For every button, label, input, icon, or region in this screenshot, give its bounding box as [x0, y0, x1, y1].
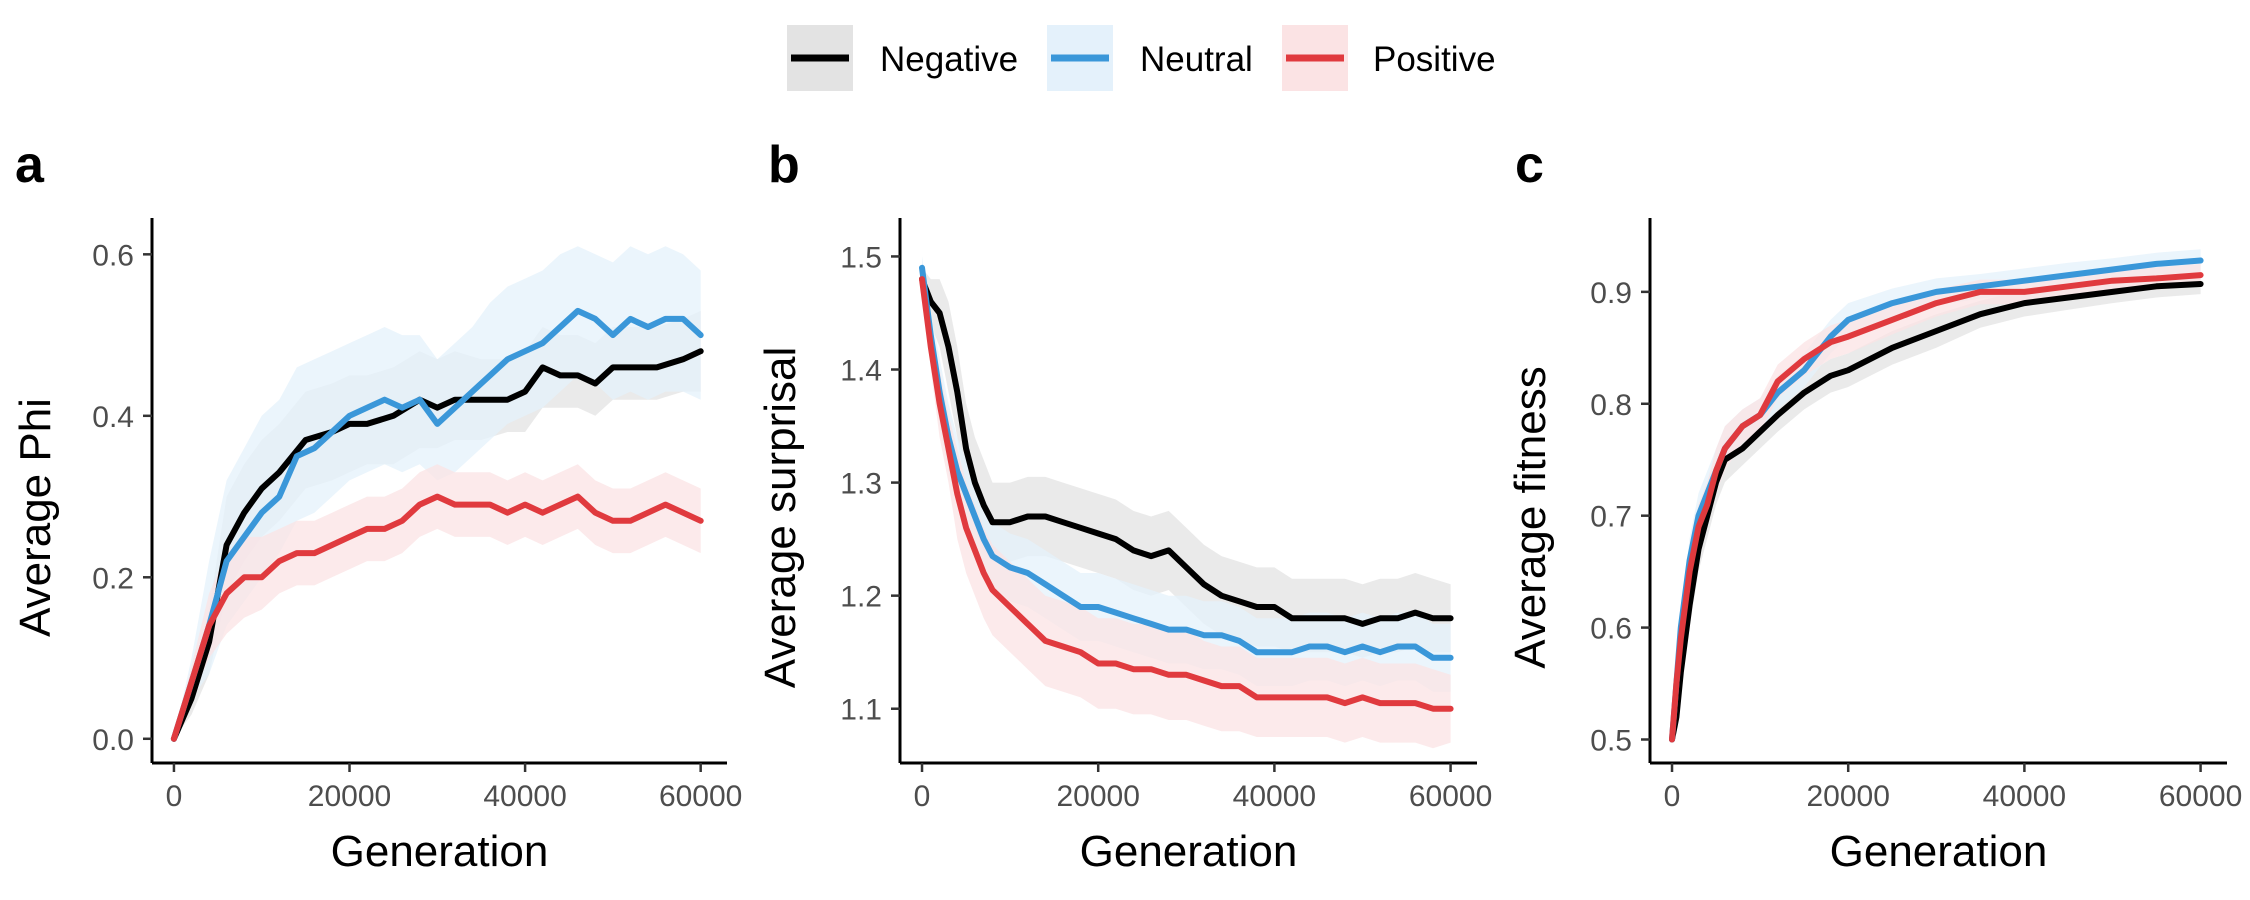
- x-tick-label-c-40000: 40000: [1983, 780, 2066, 813]
- legend-label-neutral: Neutral: [1140, 40, 1253, 79]
- x-tick-label-b-60000: 60000: [1409, 780, 1492, 813]
- line-a-positive: [170, 493, 704, 742]
- y-tick-label-b-4: 1.5: [840, 241, 882, 274]
- y-tick-label-b-0: 1.1: [840, 694, 882, 727]
- panel-b: b 0 20000 40000 60000 1.1 1.2 1.3 1.4 1.5 Generati…: [756, 136, 1492, 876]
- legend: Negative Neutral Positive: [787, 25, 1496, 91]
- panel-a: a 0 20000 40000 60000 0.0 0.2 0.4 0.6 Generation A…: [11, 136, 742, 876]
- x-tick-label-b-40000: 40000: [1233, 780, 1316, 813]
- legend-item-positive: Positive: [1282, 25, 1496, 91]
- y-tick-label-c-4: 0.9: [1590, 277, 1632, 310]
- line-b-neutral: [919, 264, 1454, 661]
- band-c-negative: [1672, 274, 2201, 740]
- line-b-negative: [919, 276, 1454, 627]
- band-b-positive: [922, 267, 1451, 749]
- y-tick-label-a-0: 0.0: [92, 724, 134, 757]
- legend-item-neutral: Neutral: [1047, 25, 1253, 91]
- x-axis-title-a: Generation: [331, 827, 549, 876]
- panel-letter-c: c: [1515, 136, 1544, 194]
- x-tick-label-c-0: 0: [1664, 780, 1681, 813]
- x-tick-label-c-20000: 20000: [1806, 780, 1889, 813]
- band-a-positive: [173, 464, 701, 739]
- legend-item-negative: Negative: [787, 25, 1018, 91]
- panels: a 0 20000 40000 60000 0.0 0.2 0.4 0.6 Generation A…: [11, 136, 2242, 876]
- panel-letter-b: b: [768, 136, 800, 194]
- x-tick-label-a-40000: 40000: [483, 780, 566, 813]
- x-tick-label-a-0: 0: [166, 780, 183, 813]
- x-tick-label-a-60000: 60000: [659, 780, 742, 813]
- y-tick-label-a-1: 0.2: [92, 562, 134, 595]
- y-tick-label-b-2: 1.3: [840, 468, 882, 501]
- line-a-neutral: [170, 307, 704, 742]
- x-tick-label-a-20000: 20000: [308, 780, 391, 813]
- line-c-positive: [1669, 272, 2204, 743]
- line-b-positive: [919, 276, 1454, 712]
- line-a-negative: [170, 348, 704, 742]
- legend-label-positive: Positive: [1373, 40, 1496, 79]
- x-axis-title-b: Generation: [1080, 827, 1298, 876]
- x-tick-label-b-20000: 20000: [1056, 780, 1139, 813]
- x-tick-label-b-0: 0: [914, 780, 931, 813]
- x-tick-label-c-60000: 60000: [2159, 780, 2242, 813]
- panel-c: c 0 20000 40000 60000 0.5 0.6 0.7 0.8 0.9 Generati…: [1506, 136, 2242, 876]
- panel-letter-a: a: [15, 136, 45, 194]
- y-tick-label-a-3: 0.6: [92, 239, 134, 272]
- y-tick-label-c-3: 0.8: [1590, 389, 1632, 422]
- y-tick-label-c-2: 0.7: [1590, 501, 1632, 534]
- band-a-neutral: [173, 246, 701, 739]
- line-c-negative: [1669, 281, 2204, 743]
- legend-label-negative: Negative: [880, 40, 1018, 79]
- band-b-neutral: [922, 256, 1451, 692]
- y-axis-title-a: Average Phi: [11, 398, 60, 637]
- y-axis-title-b: Average surprisal: [756, 347, 805, 689]
- y-tick-label-a-2: 0.4: [92, 401, 134, 434]
- y-tick-label-b-3: 1.4: [840, 355, 882, 388]
- x-axis-title-c: Generation: [1830, 827, 2048, 876]
- y-tick-label-c-1: 0.6: [1590, 613, 1632, 646]
- y-axis-title-c: Average fitness: [1506, 366, 1555, 668]
- y-tick-label-c-0: 0.5: [1590, 724, 1632, 757]
- y-tick-label-b-1: 1.2: [840, 581, 882, 614]
